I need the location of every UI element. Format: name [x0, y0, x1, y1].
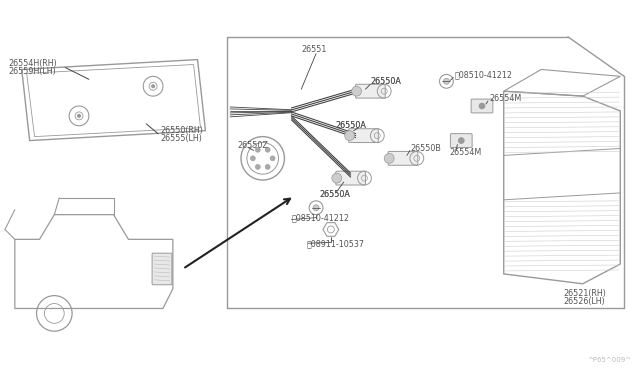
- Text: 26550B: 26550B: [410, 144, 441, 153]
- Circle shape: [384, 153, 394, 163]
- Text: 26554M: 26554M: [449, 148, 482, 157]
- Text: 26550A: 26550A: [371, 77, 401, 86]
- Text: 26521(RH): 26521(RH): [563, 289, 606, 298]
- Circle shape: [255, 147, 260, 152]
- Text: 26550Z: 26550Z: [237, 141, 268, 150]
- Text: 26551: 26551: [301, 45, 326, 54]
- Circle shape: [265, 164, 270, 169]
- Circle shape: [444, 78, 449, 84]
- Circle shape: [479, 103, 485, 109]
- Text: ⓝ08911-10537: ⓝ08911-10537: [306, 240, 364, 249]
- Text: 26554M: 26554M: [489, 94, 521, 103]
- Text: 26550A: 26550A: [371, 77, 401, 86]
- FancyBboxPatch shape: [152, 253, 172, 285]
- Text: 26550(RH): 26550(RH): [160, 126, 203, 135]
- Circle shape: [345, 131, 355, 141]
- Text: 26550A: 26550A: [319, 190, 350, 199]
- Circle shape: [351, 86, 362, 96]
- Text: 26554H(RH): 26554H(RH): [8, 59, 57, 68]
- FancyBboxPatch shape: [451, 134, 472, 147]
- Circle shape: [152, 85, 155, 88]
- Circle shape: [313, 205, 319, 211]
- Circle shape: [250, 156, 255, 161]
- Circle shape: [270, 156, 275, 161]
- Text: 26559H(LH): 26559H(LH): [8, 67, 56, 76]
- Text: 26555(LH): 26555(LH): [160, 134, 202, 143]
- Text: 26550A: 26550A: [336, 121, 367, 130]
- Text: Ⓝ08510-41212: Ⓝ08510-41212: [291, 213, 349, 222]
- FancyBboxPatch shape: [349, 129, 378, 142]
- FancyBboxPatch shape: [471, 99, 493, 113]
- Circle shape: [332, 173, 342, 183]
- Circle shape: [265, 147, 270, 152]
- Circle shape: [77, 115, 81, 117]
- FancyBboxPatch shape: [356, 84, 385, 98]
- FancyBboxPatch shape: [388, 151, 418, 165]
- Text: 26550A: 26550A: [319, 190, 350, 199]
- Text: 26550A: 26550A: [336, 121, 367, 130]
- Circle shape: [458, 138, 464, 144]
- FancyBboxPatch shape: [336, 171, 365, 185]
- Circle shape: [255, 164, 260, 169]
- Text: ^P65^009^: ^P65^009^: [588, 357, 632, 363]
- Text: Ⓝ08510-41212: Ⓝ08510-41212: [454, 70, 513, 79]
- Text: 26526(LH): 26526(LH): [563, 297, 605, 306]
